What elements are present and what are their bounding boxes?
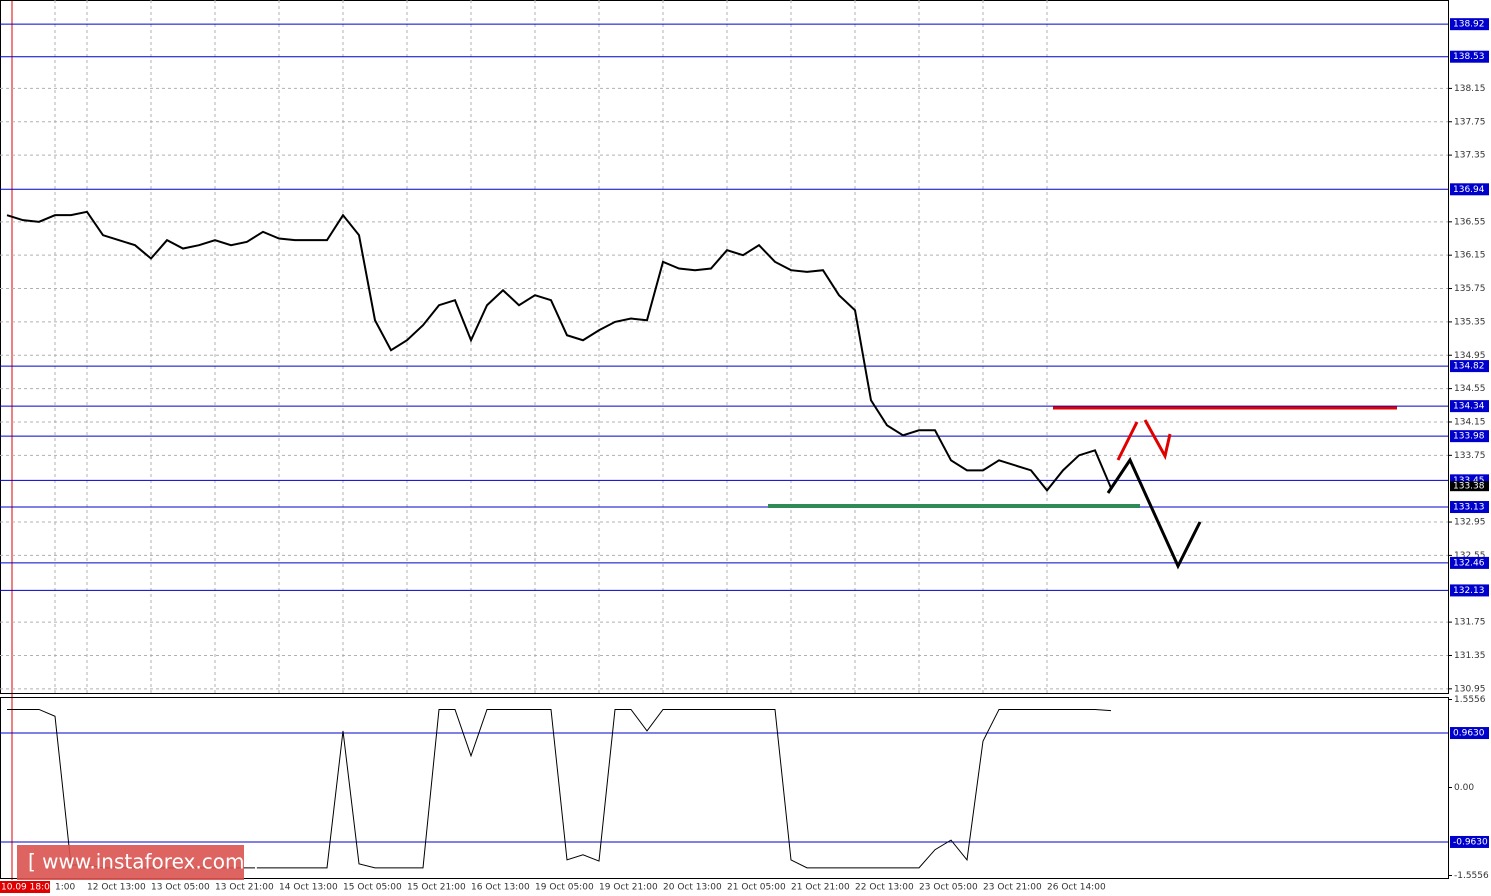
x-tick-label: 20 Oct 13:00 (663, 883, 722, 893)
level-label: 132.13 (1453, 586, 1485, 596)
y-tick-label: 130.95 (1454, 684, 1486, 694)
watermark: [ www.instaforex.com ] (28, 850, 259, 874)
level-label-bg (1450, 18, 1489, 31)
x-tick-label: 14 Oct 13:00 (279, 883, 338, 893)
level-label-bg (1450, 835, 1489, 848)
level-label: 134.82 (1453, 362, 1485, 372)
y-tick-label: 136.55 (1454, 217, 1486, 227)
level-label: 134.34 (1453, 402, 1485, 412)
x-tick-label: 12 Oct 13:00 (87, 883, 146, 893)
x-tick-label: 23 Oct 05:00 (919, 883, 978, 893)
level-label-bg (1450, 556, 1489, 569)
x-tick-label: 19 Oct 05:00 (535, 883, 594, 893)
y-tick-label: 132.55 (1454, 551, 1486, 561)
level-label-bg (1450, 50, 1489, 63)
cursor-time-label: 10.09 18:00 (1, 883, 56, 893)
level-label: -0.9630 (1453, 837, 1488, 847)
series-line (6, 210, 1112, 492)
level-label-bg (1450, 400, 1489, 413)
plot-frame (0, 0, 1449, 694)
x-tick-label: 23 Oct 21:00 (983, 883, 1042, 893)
y-tick-label: 136.15 (1454, 251, 1486, 261)
x-tick-label: 1:00 (55, 883, 75, 893)
x-tick-label: 15 Oct 21:00 (407, 883, 466, 893)
x-tick-label: 19 Oct 21:00 (599, 883, 658, 893)
y-tick-label: 135.75 (1454, 284, 1486, 294)
y-tick-label: 138.15 (1454, 84, 1486, 94)
x-tick-label: 21 Oct 21:00 (791, 883, 850, 893)
cursor-time-bg (0, 881, 50, 893)
forecast-arrow (1106, 456, 1202, 570)
level-label-bg (1450, 501, 1489, 514)
y-tick-label: -1.5556 (1454, 871, 1489, 881)
level-label: 136.94 (1453, 185, 1485, 195)
y-tick-label: 134.95 (1454, 351, 1486, 361)
level-label-bg (1450, 584, 1489, 597)
watermark-bg (17, 845, 244, 880)
x-tick-label: 22 Oct 13:00 (855, 883, 914, 893)
level-label: 133.45 (1453, 476, 1485, 486)
alt-forecast-arrow (1116, 419, 1172, 461)
level-label: 133.98 (1453, 432, 1485, 442)
y-tick-label: 131.75 (1454, 618, 1486, 628)
y-tick-label: 137.75 (1454, 117, 1486, 127)
x-tick-label: 13 Oct 05:00 (151, 883, 210, 893)
y-tick-label: 0.00 (1454, 783, 1474, 793)
level-label-bg (1450, 183, 1489, 196)
x-tick-label: 21 Oct 05:00 (727, 883, 786, 893)
y-tick-label: 137.35 (1454, 151, 1486, 161)
level-label: 0.9630 (1453, 729, 1485, 739)
x-tick-label: 26 Oct 14:00 (1047, 883, 1106, 893)
level-label-bg (1450, 360, 1489, 373)
y-tick-label: 131.35 (1454, 651, 1486, 661)
y-tick-label: 1.5556 (1454, 695, 1486, 705)
x-tick-label: 15 Oct 05:00 (343, 883, 402, 893)
level-label-bg (1450, 430, 1489, 443)
level-label-bg (1450, 727, 1489, 740)
current-price-bg (1450, 481, 1489, 492)
x-tick-label: 16 Oct 13:00 (471, 883, 530, 893)
current-price-label: 133.38 (1453, 482, 1485, 492)
level-label: 132.46 (1453, 558, 1485, 568)
y-tick-label: 134.55 (1454, 384, 1486, 394)
y-tick-label: 135.35 (1454, 317, 1486, 327)
y-tick-label: 134.15 (1454, 417, 1486, 427)
y-tick-label: 133.75 (1454, 451, 1486, 461)
level-label: 138.92 (1453, 20, 1485, 30)
level-label: 133.13 (1453, 503, 1485, 513)
x-tick-label: 13 Oct 21:00 (215, 883, 274, 893)
level-label: 138.53 (1453, 52, 1485, 62)
y-tick-label: 132.95 (1454, 518, 1486, 528)
